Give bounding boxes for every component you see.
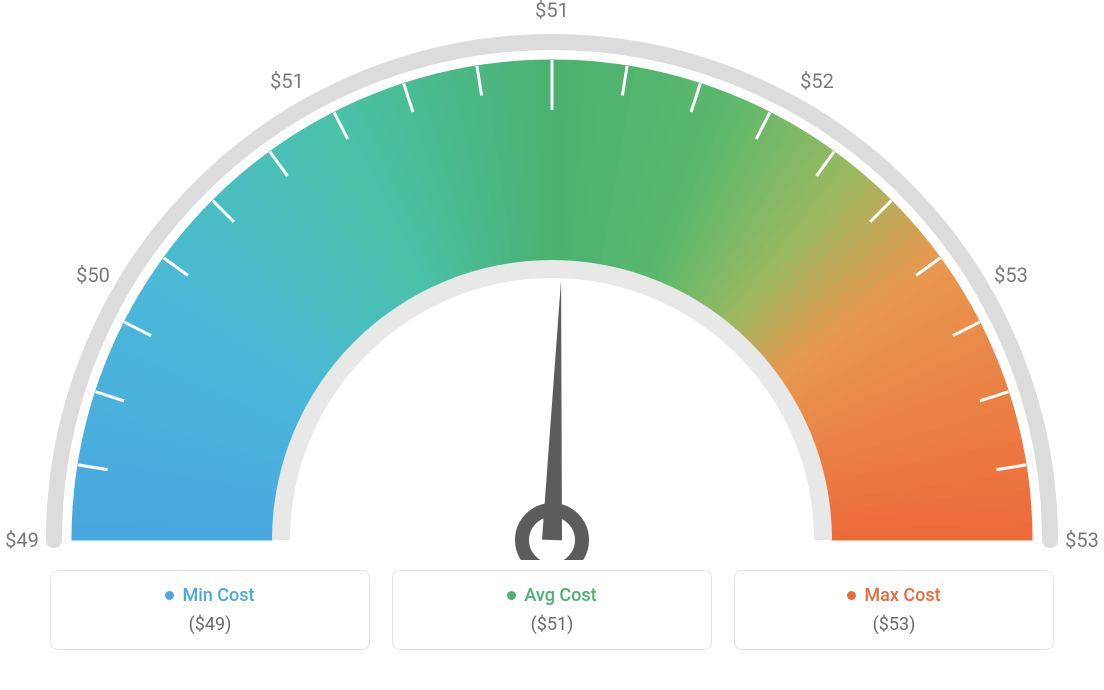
legend-label-text: Avg Cost xyxy=(524,585,596,606)
legend-card-avg: Avg Cost ($51) xyxy=(392,570,712,650)
legend-label-max: Max Cost xyxy=(847,585,940,606)
gauge-scale-label: $51 xyxy=(270,69,304,93)
legend-value-avg: ($51) xyxy=(393,614,711,635)
legend-label-text: Min Cost xyxy=(182,585,254,606)
gauge-scale-label: $53 xyxy=(994,263,1028,287)
legend-dot-max xyxy=(847,591,856,600)
legend-dot-min xyxy=(165,591,174,600)
legend-value-max: ($53) xyxy=(735,614,1053,635)
legend-value-min: ($49) xyxy=(51,614,369,635)
gauge-scale-label: $51 xyxy=(535,0,569,22)
gauge-scale-label: $53 xyxy=(1065,528,1099,552)
gauge-scale-label: $52 xyxy=(800,69,834,93)
legend-dot-avg xyxy=(507,591,516,600)
gauge-scale-label: $49 xyxy=(5,528,39,552)
gauge-svg xyxy=(0,0,1104,560)
legend-card-max: Max Cost ($53) xyxy=(734,570,1054,650)
gauge-chart: $49 $50 $51 $51 $52 $53 $53 xyxy=(0,0,1104,560)
legend-label-avg: Avg Cost xyxy=(507,585,596,606)
legend-card-min: Min Cost ($49) xyxy=(50,570,370,650)
legend-label-min: Min Cost xyxy=(165,585,254,606)
legend-row: Min Cost ($49) Avg Cost ($51) Max Cost ($53) xyxy=(0,570,1104,650)
gauge-scale-label: $50 xyxy=(76,263,110,287)
legend-label-text: Max Cost xyxy=(864,585,940,606)
